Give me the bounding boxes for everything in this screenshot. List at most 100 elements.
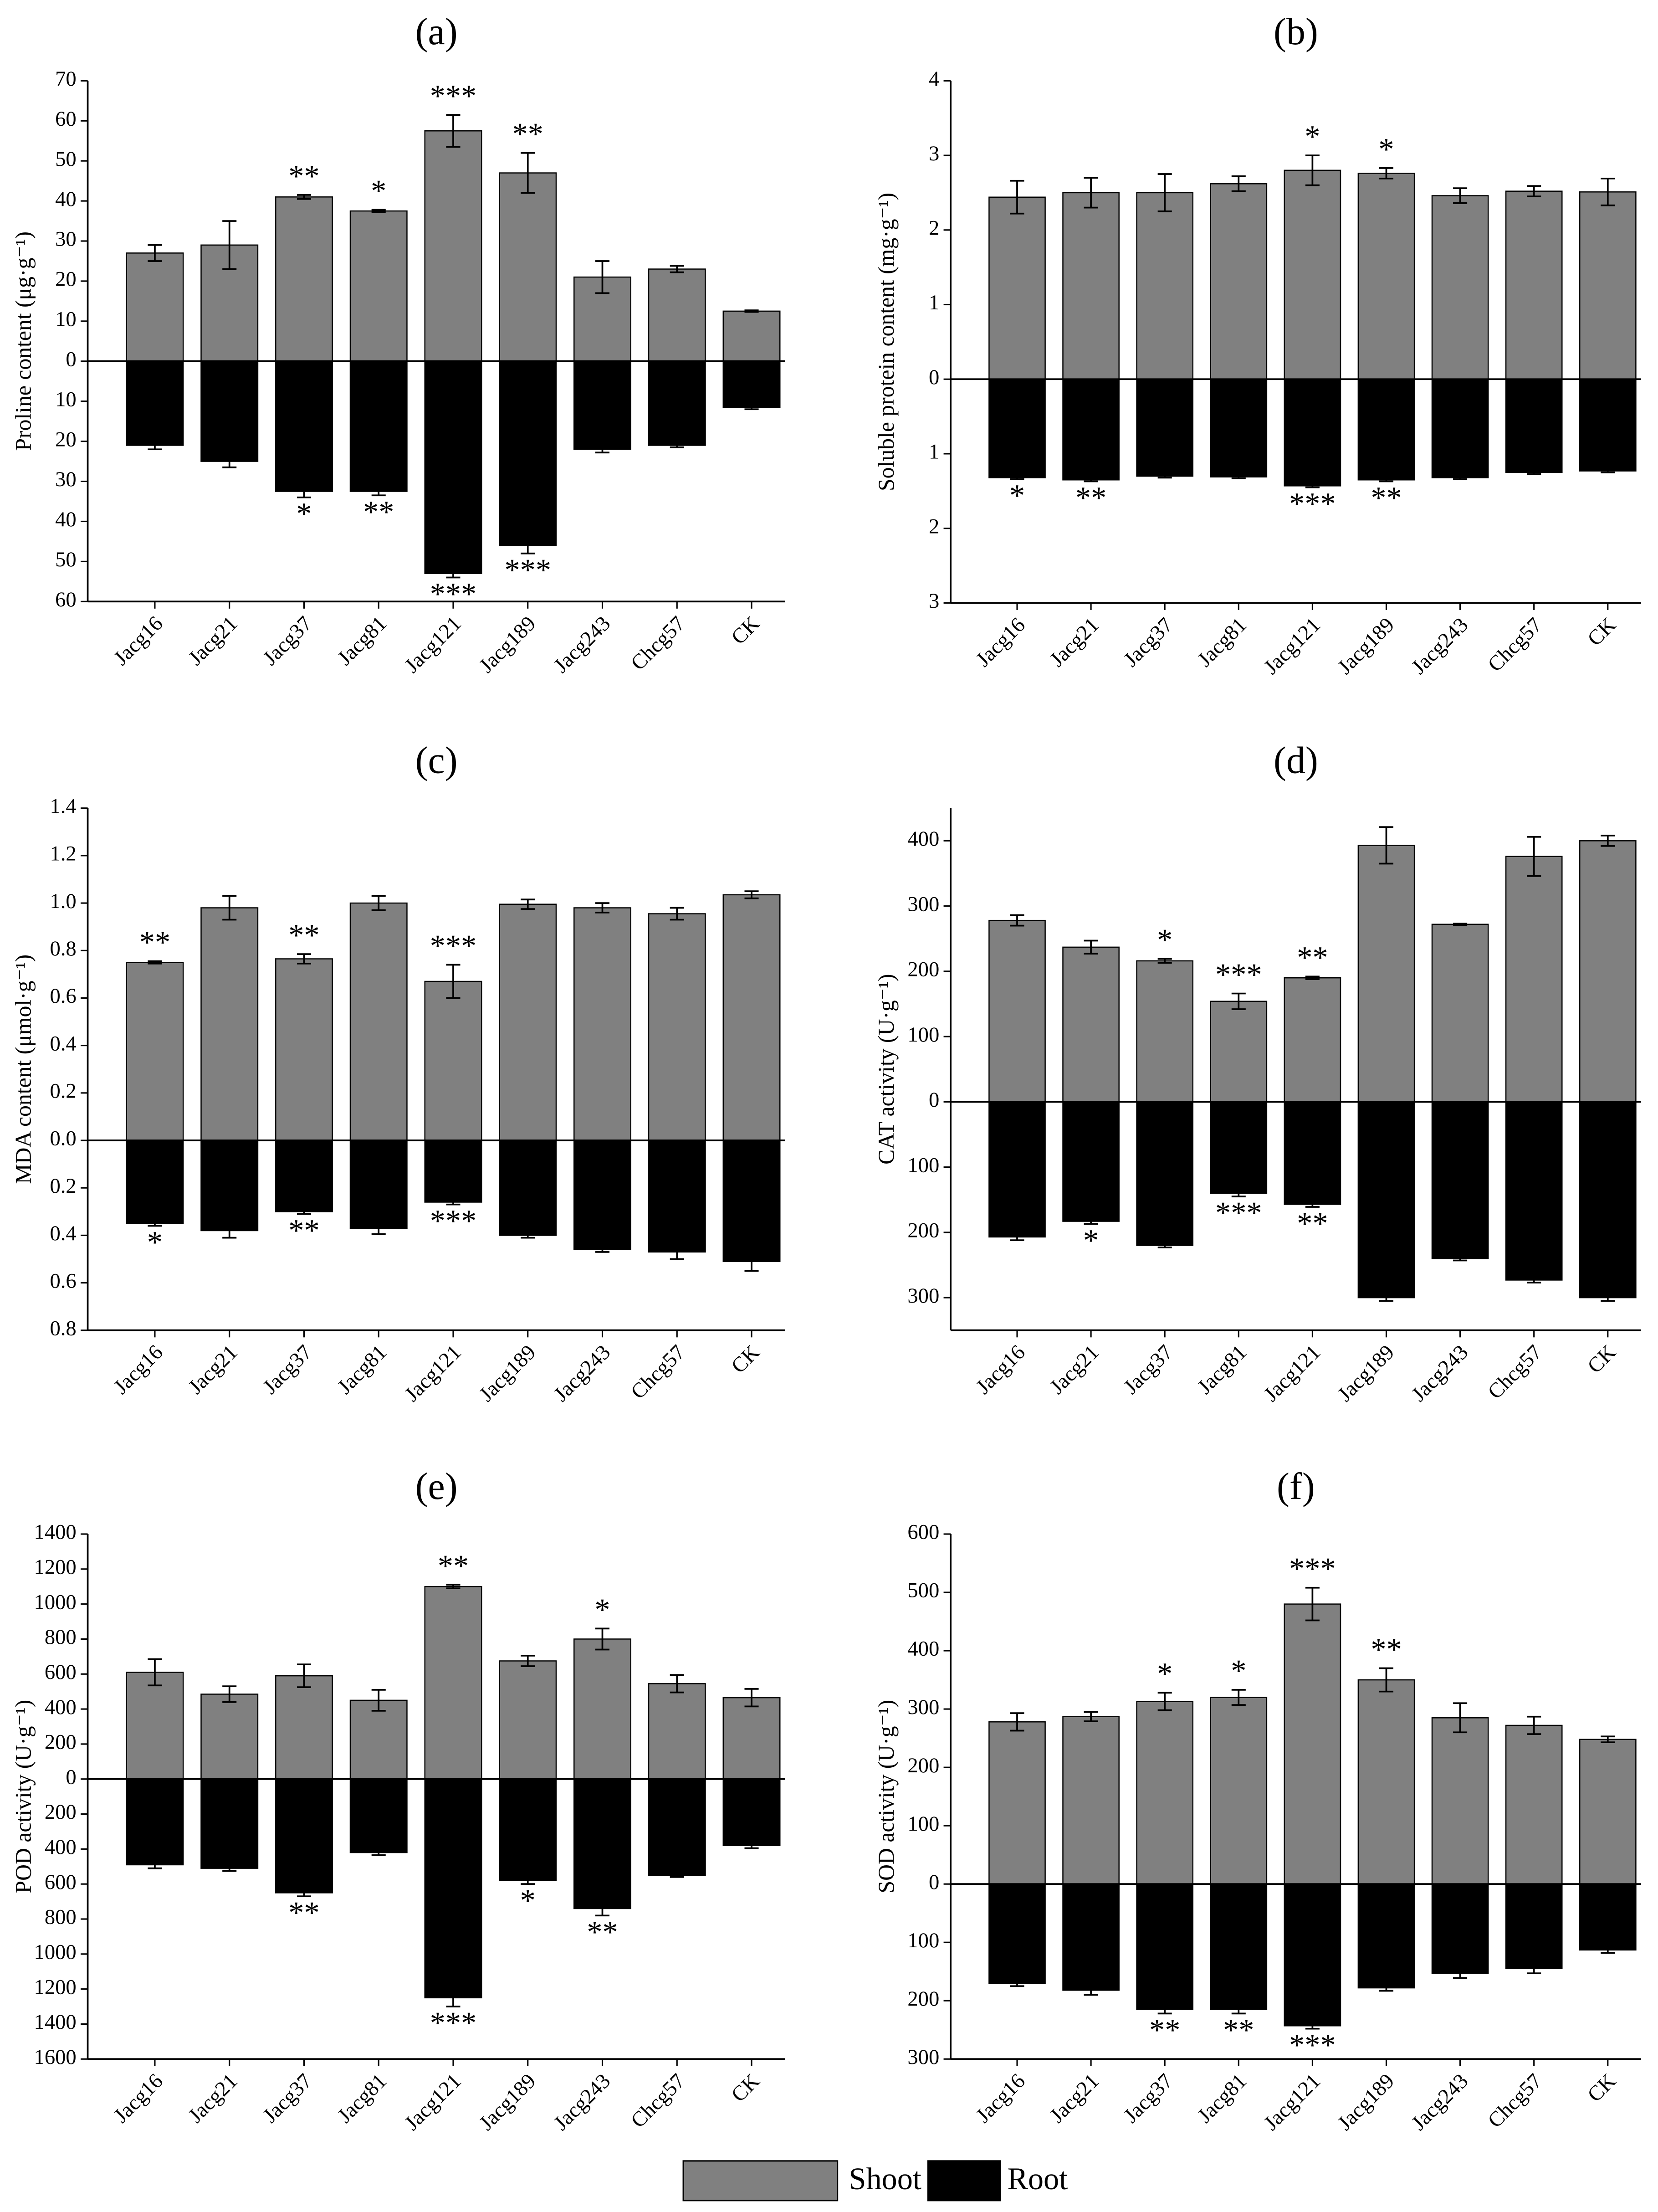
y-tick-label: 1000 [34,1940,77,1964]
y-tick-label: 100 [907,1153,939,1177]
x-tick-label: Chcg57 [1483,1340,1546,1404]
bar [1210,1101,1268,1194]
bar [573,1638,631,1780]
x-tick-label: Jacg189 [475,1340,541,1406]
y-tick-label: 800 [45,1625,77,1649]
x-tick-label: CK [1583,613,1621,651]
bar [1579,1739,1637,1885]
bar [722,1697,781,1780]
bar [1136,378,1194,477]
x-tick-label: Jacg16 [109,2069,167,2127]
x-tick-label: Jacg121 [1259,1340,1325,1406]
bar [573,907,631,1141]
x-tick-label: Jacg37 [1119,613,1177,671]
x-tick-label: CK [1583,1340,1621,1378]
x-tick-label: Chcg57 [1483,613,1546,676]
y-tick-label: 100 [907,1812,939,1836]
significance-label: * [1157,1657,1172,1691]
y-axis-label: CAT activity (U·g⁻¹) [874,974,899,1165]
y-tick-label: 100 [907,1929,939,1952]
y-tick-label: 1.4 [50,794,76,818]
y-tick-label: 70 [55,67,77,91]
bar [1062,1716,1120,1885]
chart-title: (e) [415,1465,458,1508]
bar [1062,378,1120,481]
bar [1062,1101,1120,1222]
bar [275,1778,333,1894]
y-tick-label: 300 [907,1695,939,1719]
bar [1062,1883,1120,1991]
y-tick-label: 0.2 [50,1174,76,1198]
x-tick-label: Jacg16 [972,2069,1030,2127]
significance-label: ** [1223,2012,1254,2047]
significance-label: ** [1075,481,1106,515]
significance-label: *** [505,553,551,587]
bar [424,1139,482,1203]
y-tick-label: 1400 [34,2010,77,2034]
significance-label: ** [1371,1632,1402,1667]
significance-label: * [1083,1223,1099,1257]
x-tick-label: Jacg81 [1193,613,1251,671]
bar [1431,378,1489,478]
x-tick-label: Jacg21 [1045,613,1104,671]
x-tick-label: Jacg37 [1119,2069,1177,2127]
y-tick-label: 200 [907,1987,939,2011]
bar [200,907,259,1141]
bar [1579,378,1637,472]
x-tick-label: Jacg21 [184,611,242,670]
x-tick-label: Jacg243 [1407,2069,1473,2135]
x-tick-label: Jacg121 [1259,613,1325,679]
bar [988,1883,1046,1984]
x-tick-label: CK [727,611,764,649]
bar [1357,173,1415,380]
significance-label: *** [1289,2028,1336,2063]
bar [648,913,706,1141]
x-tick-label: Jacg189 [1333,2069,1399,2135]
bar [1062,946,1120,1103]
bar [424,360,482,574]
bar [988,919,1046,1103]
x-tick-label: Jacg81 [333,1340,391,1399]
bar [1284,1101,1341,1205]
legend-swatch [682,2160,839,2202]
y-tick-label: 40 [55,187,77,211]
y-tick-label: 2 [929,514,939,538]
significance-label: *** [1215,957,1262,992]
x-tick-label: Chcg57 [1483,2069,1546,2132]
bar [1062,192,1120,380]
bar [126,962,184,1141]
significance-label: *** [1289,1551,1336,1586]
bar [499,1778,557,1881]
x-tick-label: Jacg21 [1045,1340,1104,1399]
chart-title: (f) [1277,1465,1315,1508]
legend-swatch [927,2160,1001,2202]
bar [648,360,706,446]
bar [648,1139,706,1253]
bar [1505,378,1563,473]
significance-label: * [296,497,312,531]
bar [1136,192,1194,380]
bar [200,1778,259,1869]
y-tick-label: 0.6 [50,984,76,1008]
bar [424,980,482,1141]
bar [1505,1101,1563,1281]
y-tick-label: 0 [66,347,76,371]
bar [1431,1101,1489,1259]
y-tick-label: 800 [45,1905,77,1929]
y-tick-label: 400 [907,827,939,851]
bar [1357,1679,1415,1885]
y-tick-label: 3 [929,142,939,165]
y-tick-label: 60 [55,107,77,131]
significance-label: * [1231,1653,1246,1688]
y-tick-label: 50 [55,548,77,571]
x-tick-label: Jacg21 [1045,2069,1104,2127]
y-tick-label: 2 [929,216,939,240]
y-tick-label: 200 [45,1730,77,1754]
bar [200,360,259,462]
significance-label: ** [288,159,319,193]
y-tick-label: 20 [55,267,77,291]
bar [126,1778,184,1866]
x-tick-label: Jacg81 [1193,2069,1251,2127]
bar [349,1778,408,1853]
